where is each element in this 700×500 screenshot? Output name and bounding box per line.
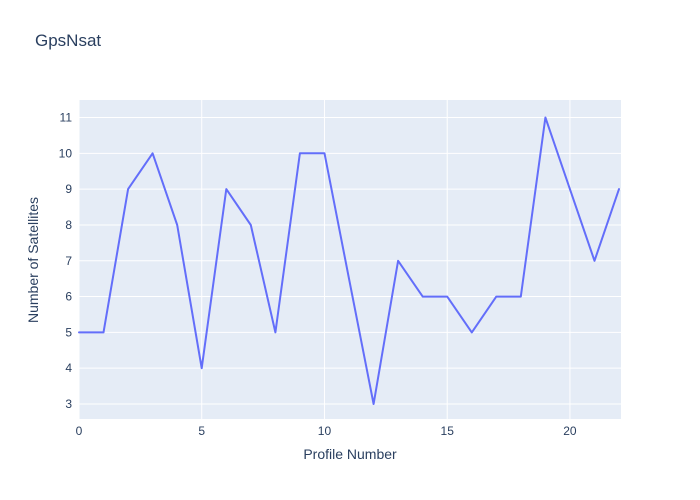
y-tick-label: 5 — [65, 325, 72, 339]
y-tick-label: 8 — [65, 218, 72, 232]
y-tick-label: 6 — [65, 290, 72, 304]
x-tick-label: 0 — [76, 424, 83, 438]
x-tick-label: 5 — [198, 424, 205, 438]
y-tick-label: 11 — [60, 111, 73, 125]
y-tick-label: 10 — [59, 146, 73, 160]
x-tick-label: 20 — [563, 424, 577, 438]
data-line — [78, 116, 620, 405]
x-tick-label: 15 — [441, 424, 455, 438]
chart-title: GpsNsat — [35, 31, 102, 50]
y-tick-label: 3 — [65, 397, 72, 411]
y-tick-label: 9 — [65, 182, 72, 196]
y-axis-title: Number of Satellites — [25, 196, 41, 324]
x-tick-label: 10 — [318, 424, 332, 438]
y-tick-label: 4 — [65, 361, 72, 375]
x-axis-title: Profile Number — [303, 446, 397, 462]
y-tick-label: 7 — [65, 254, 72, 268]
plot-area-bg — [79, 100, 621, 419]
